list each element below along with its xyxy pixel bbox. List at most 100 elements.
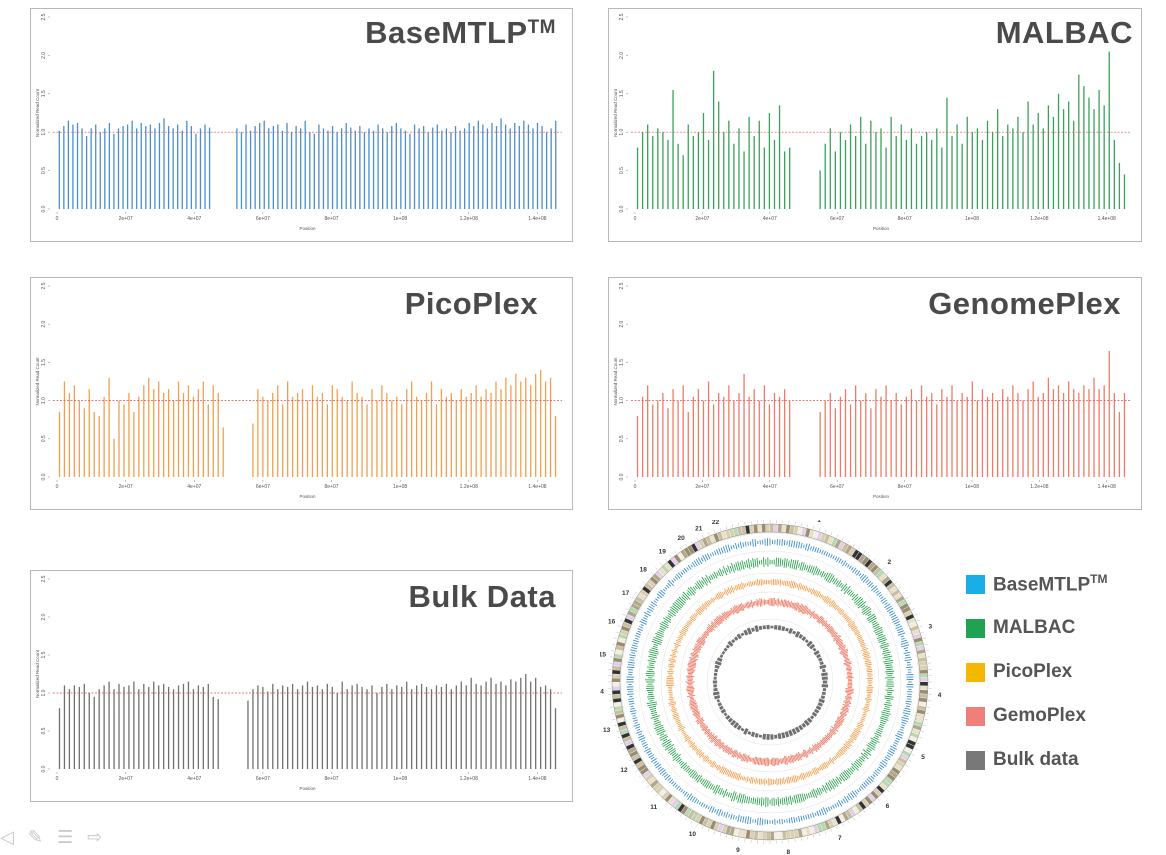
ideogram-band bbox=[919, 669, 928, 674]
ideogram-band bbox=[701, 537, 709, 547]
ideogram-band bbox=[753, 524, 758, 533]
legend-label: Bulk data bbox=[993, 749, 1079, 770]
y-tick-label: 1.0 bbox=[41, 689, 47, 696]
ideogram-band bbox=[733, 827, 739, 837]
ideogram-band bbox=[627, 610, 637, 618]
ideogram-band bbox=[729, 528, 735, 538]
ideogram-band bbox=[612, 682, 621, 687]
ideogram-band bbox=[615, 645, 625, 651]
y-tick-label: 1.0 bbox=[619, 397, 625, 404]
ideogram-band bbox=[616, 641, 626, 647]
ideogram-band bbox=[845, 809, 853, 819]
chart-panel-genomeplex: 0.0 0.5 1.0 1.5 2.0 2.5 Normalized Read Count 0… bbox=[608, 277, 1142, 510]
ideogram-band bbox=[918, 697, 928, 703]
chromosome-label: 9 bbox=[736, 847, 740, 854]
ideogram-band bbox=[644, 773, 654, 782]
ideogram-band bbox=[886, 582, 896, 591]
ideogram-band bbox=[858, 801, 867, 810]
ideogram-band bbox=[629, 750, 639, 758]
ideogram-band bbox=[721, 530, 728, 540]
ideogram-band bbox=[702, 817, 709, 827]
ideogram-band bbox=[741, 829, 747, 839]
ideogram-band bbox=[612, 674, 621, 679]
chart-title-text: MALBAC bbox=[995, 15, 1133, 50]
ideogram-band bbox=[677, 803, 686, 813]
x-axis-label: Position bbox=[873, 226, 890, 231]
ideogram-band bbox=[635, 596, 644, 604]
chromosome-label: 20 bbox=[677, 535, 685, 542]
x-tick-label: 1e+08 bbox=[965, 216, 979, 222]
ideogram-band bbox=[917, 705, 927, 711]
chromosome-label: 22 bbox=[712, 520, 720, 526]
ideogram-band bbox=[805, 528, 811, 538]
next-icon[interactable]: ⇨ bbox=[87, 826, 103, 848]
ideogram-band bbox=[717, 531, 724, 541]
ideogram-band bbox=[749, 524, 754, 534]
chart-title-text: GenomePlex bbox=[928, 286, 1121, 321]
ideogram-band bbox=[616, 717, 626, 723]
ideogram-band bbox=[613, 657, 622, 663]
circos-ring bbox=[712, 624, 829, 740]
ideogram-band bbox=[805, 826, 811, 836]
chart-title-bulk: Bulk Data bbox=[409, 579, 556, 615]
x-tick-label: 0 bbox=[634, 216, 637, 222]
ideogram-band bbox=[834, 815, 842, 825]
x-tick-label: 1.4e+08 bbox=[1098, 216, 1116, 222]
ideogram-band bbox=[917, 653, 926, 659]
chart-panel-picoplex: 0.0 0.5 1.0 1.5 2.0 2.5 Normalized Read Count 0… bbox=[30, 277, 573, 510]
ideogram-band bbox=[886, 773, 896, 782]
ideogram-band bbox=[745, 525, 751, 534]
ideogram-band bbox=[647, 776, 656, 785]
ideogram-band bbox=[612, 690, 621, 695]
ideogram-band bbox=[878, 573, 888, 582]
ideogram-band bbox=[713, 533, 720, 542]
ideogram-band bbox=[919, 682, 928, 686]
ideogram-band bbox=[851, 549, 860, 559]
ideogram-band bbox=[652, 782, 662, 791]
circos-ring bbox=[626, 538, 914, 826]
legend-swatch bbox=[966, 662, 985, 682]
ideogram-band bbox=[647, 579, 656, 588]
ideogram-band bbox=[827, 819, 835, 828]
chromosome-label: 18 bbox=[640, 567, 648, 574]
x-tick-label: 1.2e+08 bbox=[460, 216, 478, 222]
circos-ring bbox=[666, 578, 874, 786]
chromosome-label: 4 bbox=[938, 692, 942, 699]
legend: BaseMTLPTM MALBAC PicoPlex GemoPlex Bulk… bbox=[966, 562, 1107, 782]
ideogram-band bbox=[761, 524, 766, 533]
y-axis-label: Normalized Read Count bbox=[613, 357, 618, 406]
ideogram-band bbox=[864, 796, 873, 805]
ideogram-band bbox=[713, 822, 720, 831]
ideogram-band bbox=[918, 657, 927, 663]
ideogram-band bbox=[612, 686, 621, 691]
ideogram-band bbox=[619, 728, 629, 735]
y-tick-label: 2.5 bbox=[41, 282, 47, 289]
ideogram-band bbox=[709, 820, 717, 830]
previous-icon[interactable]: ◁ bbox=[0, 826, 14, 848]
ideogram-band bbox=[658, 788, 667, 797]
ideogram-band bbox=[778, 831, 783, 840]
ideogram-band bbox=[612, 661, 622, 667]
pen-icon[interactable]: ✎ bbox=[27, 826, 43, 848]
legend-swatch bbox=[966, 618, 985, 638]
ideogram-band bbox=[876, 570, 885, 579]
ideogram-band bbox=[797, 526, 803, 536]
ideogram-band bbox=[896, 760, 905, 768]
menu-icon[interactable]: ☰ bbox=[56, 826, 74, 848]
ideogram-band bbox=[910, 732, 919, 739]
x-tick-label: 8e+07 bbox=[324, 216, 338, 222]
ideogram-band bbox=[684, 808, 692, 817]
ideogram-band bbox=[901, 606, 911, 614]
legend-item-gemoplex: GemoPlex bbox=[966, 694, 1107, 738]
ideogram-band bbox=[919, 693, 928, 699]
x-tick-label: 4e+07 bbox=[763, 216, 777, 222]
ideogram-band bbox=[903, 610, 913, 618]
x-tick-label: 0 bbox=[56, 216, 59, 222]
ideogram-band bbox=[793, 525, 799, 535]
y-tick-label: 2.5 bbox=[41, 575, 47, 582]
x-tick-label: 1.2e+08 bbox=[460, 484, 478, 490]
ideogram-band bbox=[640, 767, 649, 775]
ideogram-band bbox=[891, 589, 900, 597]
ideogram-band bbox=[864, 559, 873, 568]
circos-plot: 12345678910111213141516171819202122X bbox=[600, 520, 942, 855]
